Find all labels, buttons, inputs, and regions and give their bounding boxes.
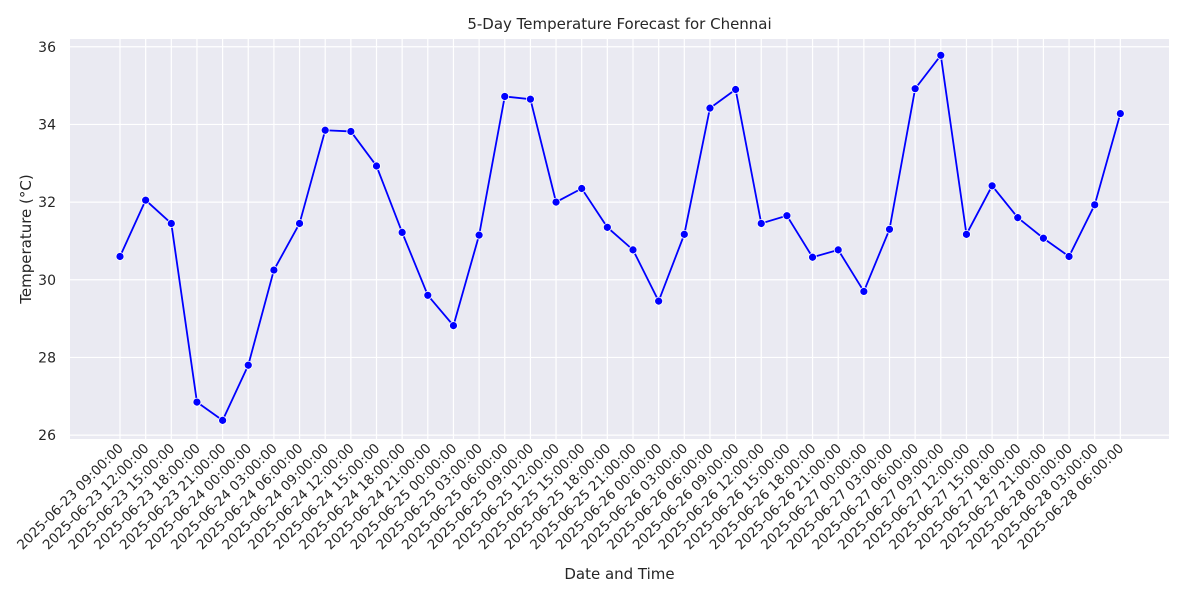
grid-lines: [70, 39, 1169, 439]
y-tick-label: 26: [38, 428, 56, 444]
data-point: [628, 245, 638, 255]
y-tick-label: 32: [38, 195, 56, 211]
data-point: [910, 84, 920, 94]
data-points: [115, 50, 1125, 425]
data-point: [243, 360, 253, 370]
y-tick-label: 34: [38, 117, 56, 133]
data-point: [320, 125, 330, 135]
data-point: [551, 197, 561, 207]
series-line: [119, 53, 1122, 422]
data-point: [1115, 109, 1125, 118]
data-point: [449, 321, 458, 331]
data-point: [1039, 233, 1048, 243]
y-tick-label: 28: [38, 350, 56, 366]
data-point: [1064, 252, 1074, 261]
data-point: [679, 229, 689, 239]
data-point: [346, 127, 356, 136]
data-point: [859, 287, 869, 296]
data-point: [141, 195, 151, 205]
y-tick-label: 36: [38, 40, 56, 56]
x-axis-label: Date and Time: [564, 565, 674, 583]
data-point: [295, 219, 304, 228]
data-point: [962, 229, 971, 239]
y-axis-label: Temperature (°C): [17, 174, 35, 304]
data-point: [602, 222, 612, 232]
data-point: [423, 290, 433, 300]
data-point: [166, 219, 176, 228]
data-point: [1090, 200, 1100, 210]
data-point: [269, 265, 279, 275]
data-point: [731, 85, 740, 94]
data-point: [577, 184, 587, 193]
data-point: [654, 296, 664, 306]
data-point: [936, 50, 946, 60]
data-point: [833, 245, 843, 255]
data-point: [705, 103, 715, 113]
data-point: [218, 415, 228, 425]
data-point: [782, 211, 792, 221]
data-point: [474, 230, 484, 240]
data-point: [885, 224, 894, 234]
chart-title: 5-Day Temperature Forecast for Chennai: [467, 15, 771, 33]
data-point: [397, 227, 407, 237]
data-point: [372, 161, 381, 171]
data-point: [526, 94, 535, 104]
data-point: [756, 219, 766, 228]
data-point: [987, 181, 997, 191]
data-point: [500, 92, 510, 101]
y-tick-label: 30: [38, 273, 56, 289]
data-point: [808, 252, 817, 262]
data-point: [192, 397, 202, 407]
data-point: [1013, 213, 1023, 223]
y-axis-ticks: 26 28 30 32 34 36: [38, 40, 56, 444]
data-point: [115, 252, 125, 261]
